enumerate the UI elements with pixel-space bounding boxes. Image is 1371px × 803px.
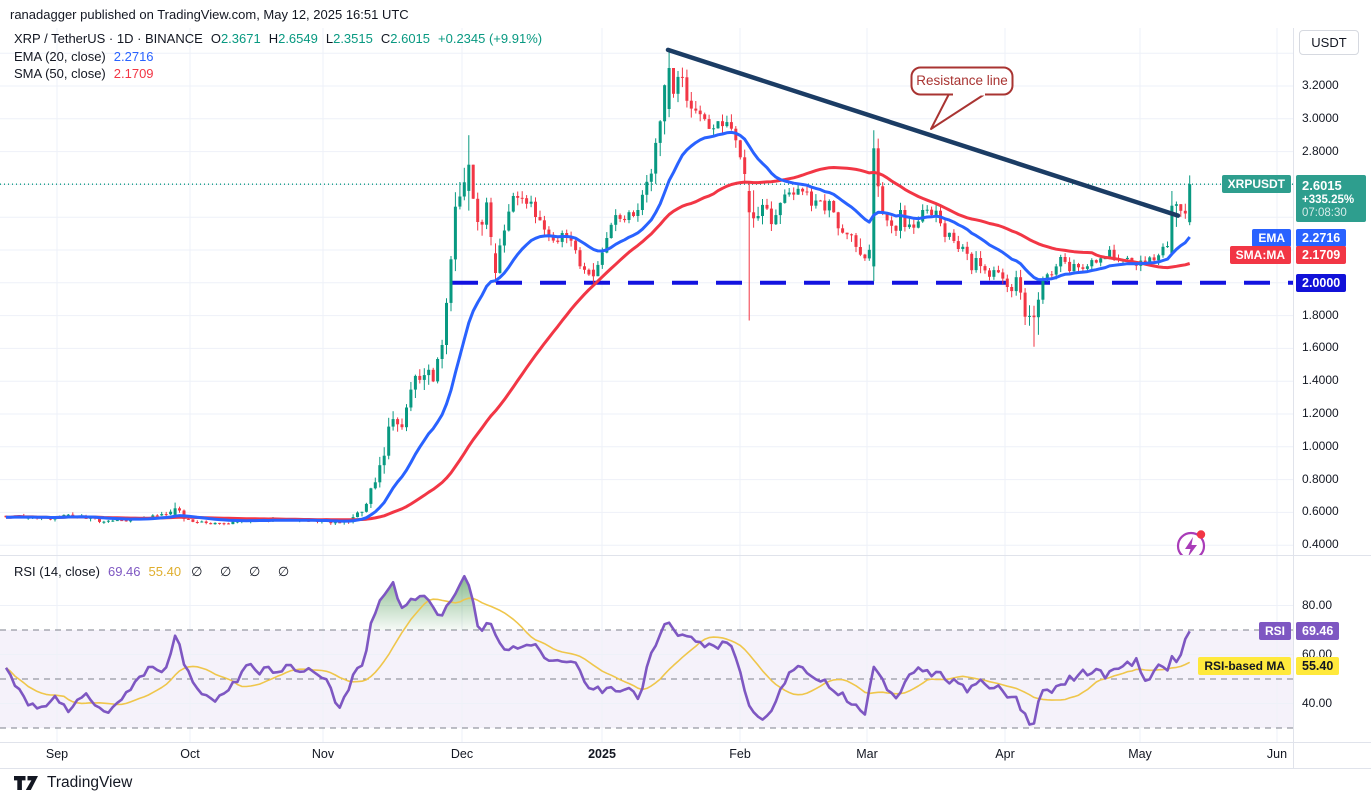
rsi-value-badge: 69.46 — [1296, 622, 1340, 641]
support-level-badge: 2.0000 — [1296, 273, 1347, 292]
sma-legend-label: SMA (50, close) — [14, 66, 106, 81]
price-tick-label: 1.8000 — [1302, 307, 1339, 322]
time-axis-label-dec[interactable]: Dec — [450, 747, 474, 761]
close-value: 2.6015 — [390, 31, 431, 46]
time-axis-label-nov[interactable]: Nov — [311, 747, 335, 761]
price-tick-label: 0.6000 — [1302, 504, 1339, 519]
sma-series-badge: SMA:MA — [1229, 245, 1291, 264]
rsi-ma-value-badge: 55.40 — [1296, 656, 1340, 675]
price-tick-label: 1.0000 — [1302, 438, 1339, 453]
price-tick-label: 0.4000 — [1302, 537, 1339, 552]
price-tick-label: 1.4000 — [1302, 373, 1339, 388]
price-tick-label: 3.2000 — [1302, 78, 1339, 92]
ema-series-badge: EMA — [1252, 229, 1291, 248]
rsi-legend-empty-slots: ∅ ∅ ∅ ∅ — [191, 564, 297, 579]
time-axis-label-apr[interactable]: Apr — [995, 747, 1015, 761]
high-value: 2.6549 — [278, 31, 318, 46]
price-tick-label: 1.6000 — [1302, 340, 1339, 355]
price-pane[interactable] — [0, 28, 1293, 556]
ema-legend-value: 2.2716 — [113, 49, 154, 64]
time-axis-top-border — [0, 742, 1371, 743]
ema-value-badge: 2.2716 — [1296, 229, 1347, 248]
ema-legend-label: EMA (20, close) — [14, 49, 106, 64]
time-axis-label-feb[interactable]: Feb — [729, 747, 751, 761]
price-tick-label: 3.0000 — [1302, 110, 1339, 125]
rsi-tick-label: 40.00 — [1302, 695, 1333, 710]
resistance-line-callout[interactable]: Resistance line — [916, 73, 1008, 88]
published-line: ranadagger published on TradingView.com,… — [10, 7, 409, 22]
currency-button[interactable]: USDT — [1299, 30, 1359, 55]
low-value: 2.3515 — [333, 31, 373, 46]
time-axis-label-sep[interactable]: Sep — [45, 747, 69, 761]
footer-brand-text: TradingView — [47, 774, 133, 791]
open-value: 2.3671 — [220, 31, 261, 46]
sma-value-badge: 2.1709 — [1296, 245, 1347, 264]
low-label: L — [325, 31, 334, 46]
footer-brand[interactable]: TradingView — [13, 774, 132, 792]
rsi-tick-label: 80.00 — [1302, 597, 1333, 612]
symbol-legend[interactable]: XRP / TetherUS · 1D · BINANCE O2.3671 H2.6… — [14, 31, 542, 46]
sma-legend-value: 2.1709 — [113, 66, 154, 81]
rsi-series-badge: RSI — [1258, 622, 1291, 641]
time-axis-label-2025[interactable]: 2025 — [588, 747, 616, 761]
rsi-ma-series-badge: RSI-based MA — [1198, 656, 1291, 675]
time-axis-label-jun[interactable]: Jun — [1266, 747, 1288, 761]
time-axis-label-may[interactable]: May — [1128, 747, 1152, 761]
price-tick-label: 0.8000 — [1302, 471, 1339, 486]
pane-separator[interactable] — [0, 555, 1371, 556]
price-tick-label: 1.2000 — [1302, 406, 1339, 420]
time-axis-bottom-border — [0, 768, 1371, 769]
ema-legend[interactable]: EMA (20, close) 2.2716 — [14, 49, 154, 64]
xrpusdt-series-badge: XRPUSDT — [1221, 175, 1291, 194]
tradingview-logo-icon — [14, 776, 38, 790]
price-tick-label: 2.8000 — [1302, 143, 1339, 158]
open-label: O — [210, 31, 221, 46]
high-label: H — [268, 31, 279, 46]
rsi-legend-value: 69.46 — [107, 564, 141, 579]
time-axis-label-mar[interactable]: Mar — [856, 747, 878, 761]
price-axis-border — [1293, 28, 1294, 768]
rsi-legend-label: RSI (14, close) — [14, 564, 100, 579]
xrpusdt-price-badge: 2.6015 +335.25% 07:08:30 — [1296, 175, 1366, 223]
change-value: +0.2345 (+9.91%) — [438, 31, 543, 46]
sma-legend[interactable]: SMA (50, close) 2.1709 — [14, 66, 154, 81]
symbol-title[interactable]: XRP / TetherUS · 1D · BINANCE — [14, 31, 203, 46]
rsi-legend[interactable]: RSI (14, close) 69.46 55.40 ∅ ∅ ∅ ∅ — [14, 564, 296, 580]
close-label: C — [380, 31, 391, 46]
rsi-pane[interactable] — [0, 556, 1293, 742]
time-axis-label-oct[interactable]: Oct — [180, 747, 200, 761]
rsi-ma-legend-value: 55.40 — [148, 564, 182, 579]
